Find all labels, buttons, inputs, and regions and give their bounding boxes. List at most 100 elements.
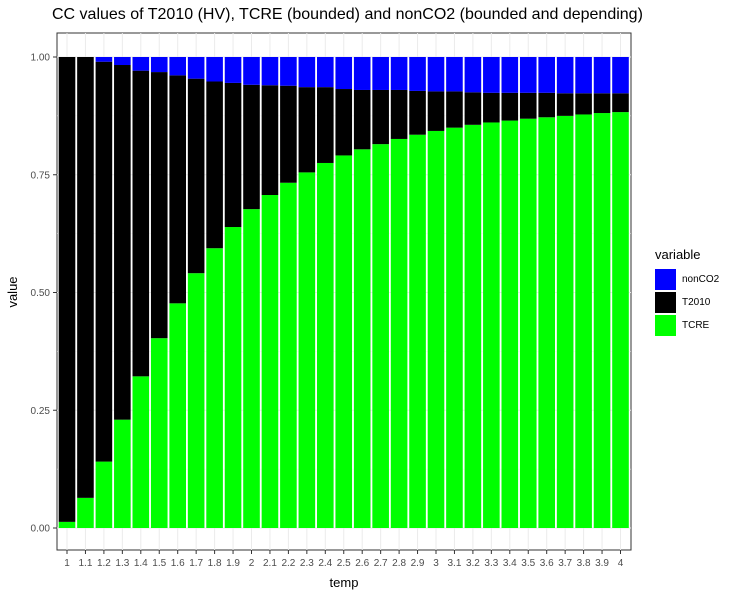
bar-t2010-2.5 <box>335 89 353 156</box>
x-tick-label: 1.6 <box>171 558 185 569</box>
bar-nonco2-2.5 <box>335 57 353 90</box>
bar-nonco2-1.6 <box>169 57 186 76</box>
bar-tcre-3.7 <box>556 115 574 528</box>
x-tick-label: 3.4 <box>503 558 517 569</box>
x-tick-label: 2.8 <box>392 558 406 569</box>
legend-title: variable <box>655 247 701 262</box>
x-tick-label: 2.9 <box>411 558 425 569</box>
y-axis-title: value <box>5 276 20 307</box>
bar-tcre-3.1 <box>446 127 463 529</box>
legend-label: nonCO2 <box>682 274 720 285</box>
bar-tcre-2.4 <box>317 162 334 528</box>
bar-nonco2-1.7 <box>187 57 205 79</box>
bar-t2010-3 <box>427 91 445 131</box>
bar-tcre-2.1 <box>261 195 279 529</box>
bar-t2010-2.1 <box>261 85 279 196</box>
bar-nonco2-1.8 <box>206 57 223 82</box>
bar-tcre-1.1 <box>77 497 94 528</box>
bar-nonco2-2.7 <box>372 57 389 90</box>
y-tick-label: 0.00 <box>31 524 51 535</box>
bar-t2010-1.3 <box>114 65 131 420</box>
bars <box>58 57 629 529</box>
bar-nonco2-2 <box>243 57 260 85</box>
bar-tcre-2.8 <box>390 138 408 529</box>
bar-tcre-1.2 <box>95 461 113 528</box>
x-tick-label: 1 <box>64 558 70 569</box>
bar-tcre-1.6 <box>169 303 186 528</box>
bar-t2010-3.8 <box>575 93 592 115</box>
bar-nonco2-3.2 <box>464 57 482 93</box>
bar-t2010-2.9 <box>409 90 426 135</box>
legend-key <box>655 292 676 313</box>
x-axis: 1 1.1 1.2 1.3 1.4 1.5 1.6 1.7 1.8 1.9 2 2.1 2.2 2.3 2.… <box>64 550 624 569</box>
bar-nonco2-1.5 <box>150 57 168 73</box>
bar-t2010-3.5 <box>519 92 537 119</box>
x-tick-label: 1.1 <box>78 558 92 569</box>
x-tick-label: 3.3 <box>484 558 498 569</box>
bar-tcre-2.6 <box>353 149 371 529</box>
bar-tcre-2.7 <box>372 144 389 528</box>
bar-nonco2-1.2 <box>95 57 113 62</box>
x-tick-label: 3.2 <box>466 558 480 569</box>
legend-items: nonCO2 T2010 TCRE <box>655 268 719 337</box>
bar-t2010-2.6 <box>353 89 371 150</box>
x-tick-label: 3.6 <box>540 558 554 569</box>
bar-t2010-2.7 <box>372 89 389 145</box>
bar-nonco2-3.1 <box>446 57 463 92</box>
bar-t2010-2.4 <box>317 87 334 163</box>
bar-tcre-2.5 <box>335 155 353 528</box>
x-tick-label: 2.7 <box>374 558 388 569</box>
bar-t2010-3.2 <box>464 92 482 125</box>
bar-nonco2-4 <box>612 57 629 94</box>
bar-t2010-2 <box>243 84 260 210</box>
x-tick-label: 2.3 <box>300 558 314 569</box>
x-tick-label: 3.9 <box>595 558 609 569</box>
x-tick-label: 1.3 <box>115 558 129 569</box>
bar-nonco2-3.5 <box>519 57 537 93</box>
x-tick-label: 2 <box>249 558 255 569</box>
y-tick-label: 0.50 <box>31 288 51 299</box>
bar-t2010-1.9 <box>224 82 242 228</box>
bar-t2010-1.8 <box>206 81 223 249</box>
bar-tcre-1.9 <box>224 227 242 528</box>
bar-tcre-3.8 <box>575 114 592 528</box>
bar-nonco2-2.1 <box>261 57 279 86</box>
x-tick-label: 2.6 <box>355 558 369 569</box>
bar-tcre-2.9 <box>409 134 426 528</box>
bar-t2010-1.4 <box>132 70 150 377</box>
x-tick-label: 2.1 <box>263 558 277 569</box>
x-tick-label: 3.5 <box>521 558 535 569</box>
bar-t2010-3.6 <box>538 92 555 118</box>
bar-tcre-1.7 <box>187 273 205 528</box>
x-tick-label: 2.4 <box>318 558 332 569</box>
bar-tcre-3.4 <box>501 120 519 529</box>
bar-nonco2-3.8 <box>575 57 592 94</box>
legend-label: TCRE <box>682 320 710 331</box>
bar-tcre-3.2 <box>464 124 482 528</box>
bar-t2010-2.8 <box>390 89 408 139</box>
bar-tcre-2.2 <box>280 182 297 528</box>
bar-tcre-4 <box>612 112 629 529</box>
legend-item-tcre: TCRE <box>655 314 719 337</box>
bar-nonco2-2.6 <box>353 57 371 90</box>
y-tick-label: 1.00 <box>31 53 51 64</box>
bar-t2010-3.3 <box>483 92 500 123</box>
bar-tcre-3.5 <box>519 118 537 529</box>
bar-nonco2-3.6 <box>538 57 555 93</box>
bar-t2010-1.5 <box>150 72 168 339</box>
y-axis: 0.00 0.25 0.50 0.75 1.00 <box>31 53 57 535</box>
x-tick-label: 3.8 <box>577 558 591 569</box>
x-tick-label: 1.5 <box>152 558 166 569</box>
bar-nonco2-3 <box>427 57 445 92</box>
bar-tcre-1.3 <box>114 419 131 528</box>
legend-label: T2010 <box>682 297 711 308</box>
bar-t2010-1 <box>58 57 76 522</box>
bar-tcre-1.5 <box>150 338 168 528</box>
bar-t2010-1.6 <box>169 75 186 304</box>
y-tick-label: 0.25 <box>31 406 51 417</box>
bar-tcre-2 <box>243 209 260 528</box>
bar-nonco2-2.3 <box>298 57 316 88</box>
y-tick-label: 0.75 <box>31 170 51 181</box>
bar-nonco2-2.4 <box>317 57 334 88</box>
